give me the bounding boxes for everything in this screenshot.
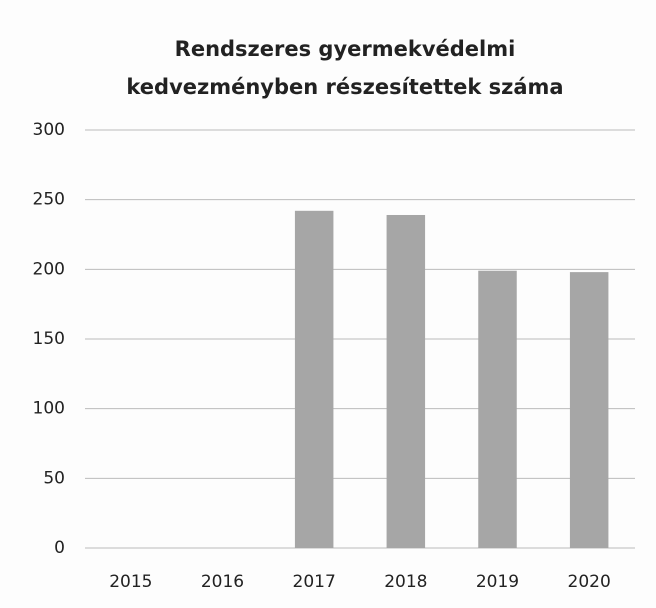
bar (569, 272, 609, 548)
x-tick-label: 2015 (109, 572, 152, 592)
y-tick-label: 50 (43, 468, 65, 488)
x-tick-label: 2017 (293, 572, 336, 592)
y-tick-label: 150 (33, 329, 65, 349)
y-tick-label: 0 (54, 538, 65, 558)
bar (478, 270, 517, 548)
x-tick-label: 2019 (476, 572, 519, 592)
x-tick-label: 2020 (568, 572, 611, 592)
x-tick-label: 2016 (201, 572, 244, 592)
bar (294, 210, 334, 548)
y-tick-label: 200 (33, 259, 65, 279)
y-tick-label: 100 (33, 399, 65, 419)
bar (386, 214, 426, 548)
y-tick-label: 300 (33, 120, 65, 140)
chart-title: kedvezményben részesítettek száma (126, 75, 563, 99)
y-tick-label: 250 (33, 190, 65, 210)
x-tick-label: 2018 (384, 572, 427, 592)
chart-title: Rendszeres gyermekvédelmi (175, 37, 516, 61)
